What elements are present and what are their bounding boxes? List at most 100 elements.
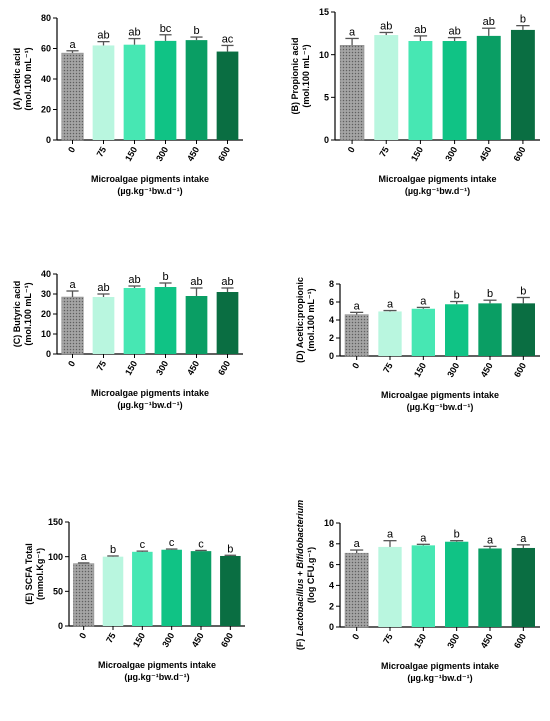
bar	[378, 311, 402, 356]
bar	[185, 296, 208, 354]
bar	[220, 555, 241, 626]
y-tick-label: 2	[329, 601, 334, 611]
y-tick-label: 10	[41, 329, 51, 339]
bar	[185, 40, 208, 140]
y-tick-label: 2	[329, 333, 334, 343]
y-tick-label: 100	[48, 552, 63, 562]
bar	[476, 35, 501, 140]
y-tick-label: 40	[41, 269, 51, 279]
bar	[510, 29, 535, 141]
x-tick-label: 300	[154, 359, 170, 377]
bar	[154, 287, 177, 354]
x-tick-label: 300	[445, 361, 461, 379]
bar	[442, 41, 467, 140]
x-tick-label: 600	[512, 632, 528, 650]
y-tick-label: 150	[48, 517, 63, 527]
significance-letter: b	[162, 271, 168, 283]
significance-letter: a	[520, 533, 527, 545]
y-tick-label: 8	[329, 279, 334, 289]
y-axis-title: (D) Acetic:propionic	[295, 277, 305, 363]
significance-letter: a	[487, 534, 494, 546]
y-tick-label: 6	[329, 297, 334, 307]
significance-letter: ab	[414, 24, 426, 36]
bar	[378, 546, 402, 627]
significance-letter: c	[169, 537, 175, 549]
y-axis-title: (F) Lactobacillus + Bifidobacterium	[295, 500, 305, 650]
significance-letter: a	[387, 529, 394, 541]
y-axis-title-part: +	[295, 568, 305, 578]
bar	[61, 296, 84, 355]
bar	[102, 556, 124, 626]
y-tick-label: 15	[319, 7, 329, 17]
y-axis-title-part: Bifidobacterium	[295, 500, 305, 569]
y-axis-unit: (mol.100 mL⁻¹)	[23, 282, 33, 345]
bar	[92, 297, 115, 354]
y-tick-label: 4	[329, 315, 334, 325]
y-tick-label: 5	[324, 93, 329, 103]
x-tick-label: 0	[66, 145, 77, 154]
chart-panel-a: 0 20 40 60 80 a 0 ab 75 ab 150 bc 300 b 450 ac 600 Microa…	[12, 13, 243, 196]
significance-letter: b	[520, 14, 526, 26]
y-axis-unit: (mol.100 mL⁻¹)	[23, 47, 33, 110]
x-tick-label: 450	[190, 631, 206, 649]
y-tick-label: 60	[41, 44, 51, 54]
x-axis-title: Microalgae pigments intake	[91, 174, 209, 184]
bar	[216, 51, 239, 140]
significance-letter: a	[420, 295, 427, 307]
x-tick-label: 600	[216, 145, 232, 163]
x-tick-label: 150	[412, 361, 428, 379]
significance-letter: a	[387, 299, 394, 311]
x-axis-title: Microalgae pigments intake	[381, 661, 499, 671]
bar	[61, 52, 84, 141]
chart-panel-d: 0 2 4 6 8 a 0 a 75 a 150 b 300 b 450 b 600 Microalgae pig…	[295, 277, 540, 412]
y-axis-unit: (mol.100 mL⁻¹)	[306, 288, 316, 351]
significance-letter: b	[487, 288, 493, 300]
x-tick-label: 150	[123, 359, 139, 377]
y-axis-unit: (mol.100 mL⁻¹)	[301, 44, 311, 107]
x-tick-label: 0	[66, 359, 77, 368]
bar	[478, 548, 502, 627]
bar	[511, 303, 535, 356]
x-tick-label: 450	[185, 359, 201, 377]
chart-panel-b: 0 5 10 15 a 0 ab 75 ab 150 ab 300 ab 450 b 600 Microalga…	[290, 7, 540, 196]
x-axis-subtitle: (µg.kg⁻¹bw.d⁻¹)	[117, 400, 182, 410]
x-tick-label: 450	[479, 361, 495, 379]
x-axis-subtitle: (µg.kg⁻¹bw.d⁻¹)	[124, 672, 189, 682]
x-tick-label: 150	[412, 632, 428, 650]
y-axis-title: (C) Butyric acid	[12, 281, 22, 348]
x-tick-label: 450	[185, 145, 201, 163]
bar	[190, 551, 212, 626]
y-tick-label: 50	[53, 587, 63, 597]
x-tick-label: 75	[381, 632, 395, 646]
x-tick-label: 300	[160, 631, 176, 649]
bar	[123, 44, 146, 140]
x-tick-label: 75	[95, 359, 109, 373]
y-tick-label: 4	[329, 581, 334, 591]
y-tick-label: 10	[319, 50, 329, 60]
bar	[344, 314, 369, 357]
significance-letter: ab	[128, 274, 140, 286]
x-axis-subtitle: (µg.kg⁻¹bw.d⁻¹)	[117, 186, 182, 196]
x-tick-label: 600	[216, 359, 232, 377]
x-tick-label: 0	[350, 632, 361, 641]
bar	[511, 547, 535, 627]
significance-letter: a	[420, 532, 427, 544]
bar	[132, 551, 153, 626]
y-tick-label: 10	[324, 518, 334, 528]
significance-letter: ab	[483, 16, 495, 28]
y-tick-label: 0	[329, 351, 334, 361]
significance-letter: b	[227, 543, 233, 555]
bar	[411, 308, 435, 356]
x-axis-title: Microalgae pigments intake	[378, 174, 496, 184]
x-tick-label: 600	[219, 631, 235, 649]
x-tick-label: 150	[409, 145, 425, 163]
bar	[445, 304, 469, 356]
x-axis-subtitle: (µg.Kg⁻¹bw.d⁻¹)	[407, 402, 474, 412]
significance-letter: ab	[128, 27, 140, 39]
chart-panel-f: 0 2 4 6 8 10 a 0 a 75 a 150 b 300 a 450 a 600 Microalgae p…	[295, 500, 540, 683]
x-tick-label: 75	[377, 145, 391, 159]
y-axis-title: (A) Acetic acid	[12, 48, 22, 110]
significance-letter: ab	[190, 276, 202, 288]
chart-panel-c: 0 10 20 30 40 a 0 ab 75 ab 150 b 300 ab 450 ab 600 Microa…	[12, 269, 243, 410]
